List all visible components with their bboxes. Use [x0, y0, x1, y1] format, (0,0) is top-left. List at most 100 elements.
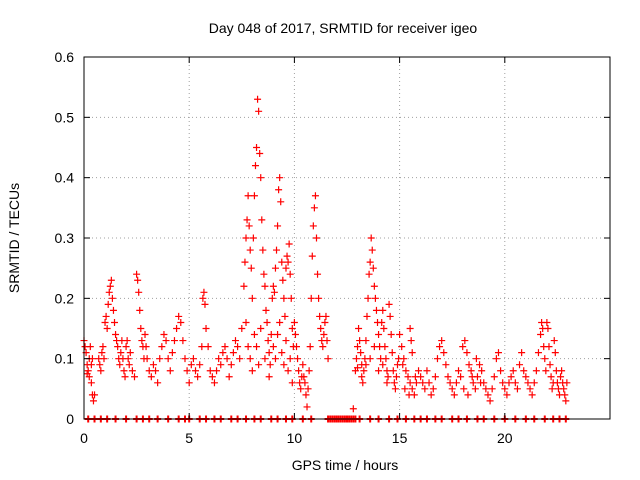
- data-point: [385, 300, 393, 308]
- data-point: [242, 318, 250, 326]
- data-point: [446, 379, 454, 387]
- data-point: [120, 367, 128, 375]
- data-point: [534, 349, 542, 357]
- data-point: [357, 349, 365, 357]
- data-point: [261, 282, 269, 290]
- data-point: [312, 234, 320, 242]
- data-point: [284, 367, 292, 375]
- data-point: [382, 355, 390, 363]
- data-point: [467, 367, 475, 375]
- data-point: [283, 252, 291, 260]
- data-point: [189, 355, 197, 363]
- data-point: [269, 343, 277, 351]
- data-point: [562, 397, 570, 405]
- y-tick-label: 0: [66, 411, 74, 427]
- data-point: [231, 337, 239, 345]
- x-axis-label: GPS time / hours: [292, 457, 399, 473]
- data-point: [461, 337, 469, 345]
- data-point: [542, 367, 550, 375]
- data-point: [363, 312, 371, 320]
- data-point: [300, 373, 308, 381]
- data-point: [543, 318, 551, 326]
- data-point: [399, 361, 407, 369]
- data-point: [89, 397, 97, 405]
- data-point: [121, 373, 129, 381]
- data-point: [271, 355, 279, 363]
- data-point: [108, 294, 116, 302]
- data-point: [255, 361, 263, 369]
- data-point: [109, 306, 117, 314]
- data-point: [431, 373, 439, 381]
- data-point: [136, 306, 144, 314]
- data-point: [126, 349, 134, 357]
- data-point: [526, 385, 534, 393]
- data-point: [106, 282, 114, 290]
- data-point: [145, 367, 153, 375]
- data-point: [423, 367, 431, 375]
- data-point: [465, 361, 473, 369]
- data-point: [389, 367, 397, 375]
- data-point: [160, 331, 168, 339]
- data-point: [96, 361, 104, 369]
- data-point: [464, 391, 472, 399]
- data-point: [264, 337, 272, 345]
- data-points: [80, 95, 571, 423]
- data-point: [279, 276, 287, 284]
- data-point: [156, 355, 164, 363]
- data-point: [101, 318, 109, 326]
- data-point: [123, 337, 131, 345]
- data-point: [417, 373, 425, 381]
- data-point: [285, 240, 293, 248]
- data-point: [459, 343, 467, 351]
- data-point: [270, 288, 278, 296]
- data-point: [452, 379, 460, 387]
- data-point: [187, 361, 195, 369]
- data-point: [142, 343, 150, 351]
- data-point: [497, 367, 505, 375]
- data-point: [358, 373, 366, 381]
- data-point: [551, 349, 559, 357]
- data-point: [364, 294, 372, 302]
- data-point: [402, 367, 410, 375]
- data-point: [200, 288, 208, 296]
- x-tick-label: 15: [392, 430, 408, 446]
- data-point: [250, 192, 258, 200]
- data-point: [544, 325, 552, 332]
- data-point: [240, 282, 248, 290]
- data-point: [274, 331, 282, 339]
- data-point: [245, 222, 253, 230]
- data-point: [158, 343, 166, 351]
- data-point: [303, 403, 311, 411]
- x-tick-label: 10: [287, 430, 303, 446]
- data-point: [215, 355, 223, 363]
- x-tick-label: 20: [497, 430, 513, 446]
- data-point: [262, 306, 270, 314]
- data-point: [286, 270, 294, 278]
- data-point: [319, 343, 327, 351]
- data-point: [308, 252, 316, 260]
- data-point: [242, 234, 250, 242]
- data-point: [100, 355, 108, 363]
- data-point: [321, 318, 329, 326]
- data-point: [558, 367, 566, 375]
- data-point: [223, 355, 231, 363]
- data-point: [524, 379, 532, 387]
- data-point: [261, 355, 269, 363]
- data-point: [484, 391, 492, 399]
- data-point: [362, 361, 370, 369]
- data-point: [229, 349, 237, 357]
- y-tick-label: 0.1: [55, 351, 75, 367]
- data-point: [520, 367, 528, 375]
- data-point: [281, 312, 289, 320]
- data-point: [324, 355, 332, 363]
- data-point: [277, 198, 285, 206]
- data-point: [383, 379, 391, 387]
- data-point: [444, 373, 452, 381]
- data-point: [265, 373, 273, 381]
- data-point: [405, 391, 413, 399]
- y-tick-label: 0.2: [55, 290, 75, 306]
- data-point: [278, 258, 286, 266]
- data-point: [383, 367, 391, 375]
- data-point: [105, 288, 113, 296]
